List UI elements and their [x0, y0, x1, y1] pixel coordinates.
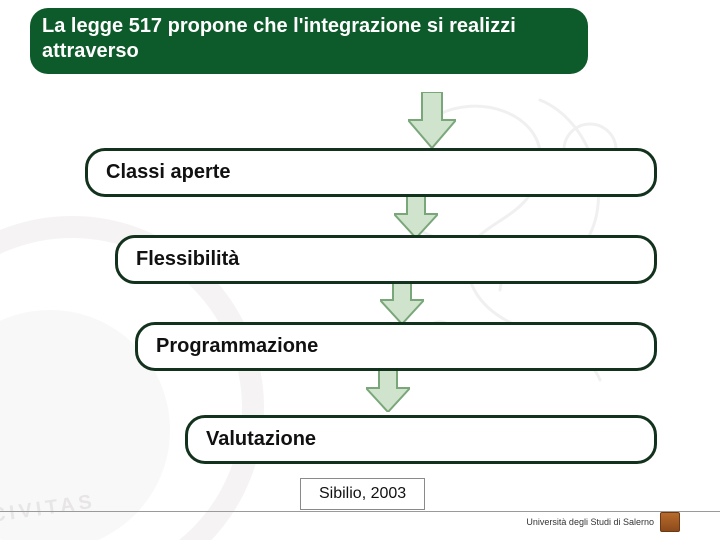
- step-2: Flessibilità: [115, 235, 657, 284]
- arrow-2: [394, 192, 438, 238]
- step-1-label: Classi aperte: [106, 161, 231, 183]
- footer-university-text: Università degli Studi di Salerno: [526, 517, 654, 527]
- arrow-3: [380, 278, 424, 324]
- arrow-4: [366, 366, 410, 412]
- step-1: Classi aperte: [85, 148, 657, 197]
- university-crest-icon: [660, 512, 680, 532]
- step-2-label: Flessibilità: [136, 248, 239, 270]
- step-4-label: Valutazione: [206, 428, 316, 450]
- citation-box: Sibilio, 2003: [300, 478, 425, 510]
- title-box: La legge 517 propone che l'integrazione …: [30, 8, 588, 74]
- citation-text: Sibilio, 2003: [319, 485, 406, 502]
- step-3-label: Programmazione: [156, 335, 318, 357]
- title-text: La legge 517 propone che l'integrazione …: [42, 15, 516, 62]
- step-4: Valutazione: [185, 415, 657, 464]
- step-3: Programmazione: [135, 322, 657, 371]
- arrow-1: [408, 92, 456, 148]
- slide: CIVITAS La legge 517 propone che l'integ…: [0, 0, 720, 540]
- footer-university: Università degli Studi di Salerno: [526, 512, 680, 532]
